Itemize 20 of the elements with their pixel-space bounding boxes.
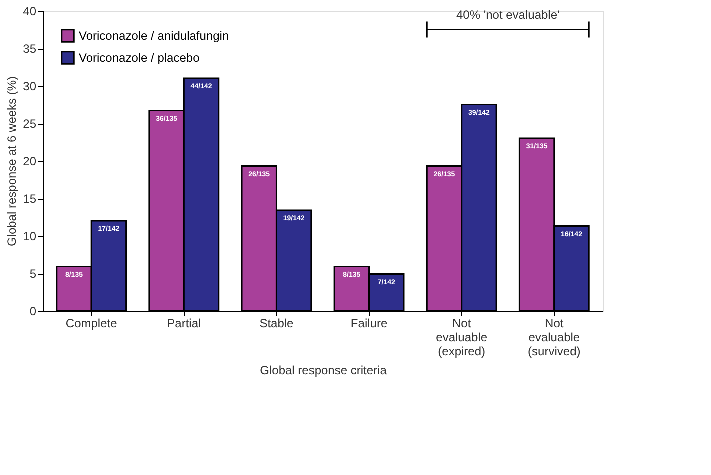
y-tick-label: 30 — [23, 80, 37, 94]
y-tick-label: 5 — [30, 267, 37, 281]
annotation: 40% 'not evaluable' — [456, 8, 560, 22]
y-tick-label: 10 — [23, 230, 37, 244]
y-tick-label: 0 — [30, 304, 37, 318]
y-axis-title: Global response at 6 weeks (%) — [5, 76, 20, 247]
x-tick-label: Stable — [260, 316, 294, 330]
x-axis-title: Global response criteria — [260, 364, 388, 378]
x-tick-label: Not evaluable (survived) — [528, 316, 581, 358]
y-tick-label: 35 — [23, 42, 37, 56]
y-tick-label: 20 — [23, 154, 37, 168]
x-tick-label: Failure — [350, 316, 388, 330]
legend-label: Voriconazole / placebo — [79, 51, 200, 65]
y-tick-label: 40 — [23, 4, 37, 18]
y-tick-label: 15 — [23, 192, 37, 206]
x-tick-label: Partial — [167, 316, 202, 330]
x-tick-label: Complete — [66, 316, 118, 330]
y-tick-label: 25 — [23, 117, 37, 131]
legend-label: Voriconazole / anidulafungin — [79, 29, 230, 43]
x-tick-label: Not evaluable (expired) — [436, 316, 488, 358]
